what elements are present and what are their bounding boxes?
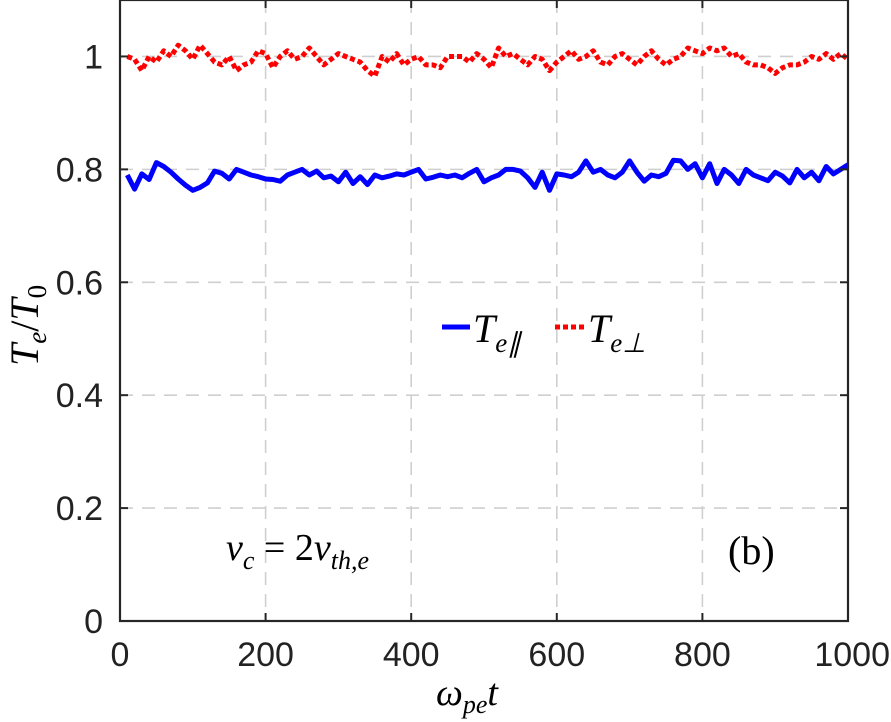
y-tick-label: 0.6 <box>56 264 103 302</box>
tick-labels: 0 200 400 600 800 1000 0 0.2 0.4 0.6 0.8 1 <box>56 38 890 674</box>
legend: Te∥ Te⊥ <box>442 306 646 358</box>
y-tick-label: 0.4 <box>56 377 103 415</box>
legend-label-te-parallel: Te∥ <box>473 306 523 358</box>
x-axis-label: ωpet <box>436 672 499 719</box>
y-tick-label: 0.2 <box>56 490 103 528</box>
x-tick-label: 1000 <box>814 636 890 674</box>
x-tick-label: 200 <box>237 636 294 674</box>
series-line-te-perp <box>126 42 850 79</box>
series-line-te-parallel <box>125 157 850 193</box>
annotation-vc: vc = 2vth,e <box>226 527 369 575</box>
series-lines <box>125 42 850 193</box>
x-tick-label: 800 <box>674 636 731 674</box>
tick-marks <box>119 0 849 622</box>
legend-label-te-perp: Te⊥ <box>588 306 646 358</box>
y-tick-label: 0.8 <box>56 151 103 189</box>
panel-label: (b) <box>728 528 775 573</box>
y-axis-label: Te/T0 <box>2 285 52 366</box>
axes-box <box>118 0 850 623</box>
grid-lines <box>120 0 848 621</box>
y-tick-label: 1 <box>84 38 103 76</box>
x-tick-label: 400 <box>383 636 440 674</box>
x-tick-label: 600 <box>528 636 585 674</box>
y-tick-label: 0 <box>84 603 103 641</box>
x-tick-label: 0 <box>111 636 130 674</box>
